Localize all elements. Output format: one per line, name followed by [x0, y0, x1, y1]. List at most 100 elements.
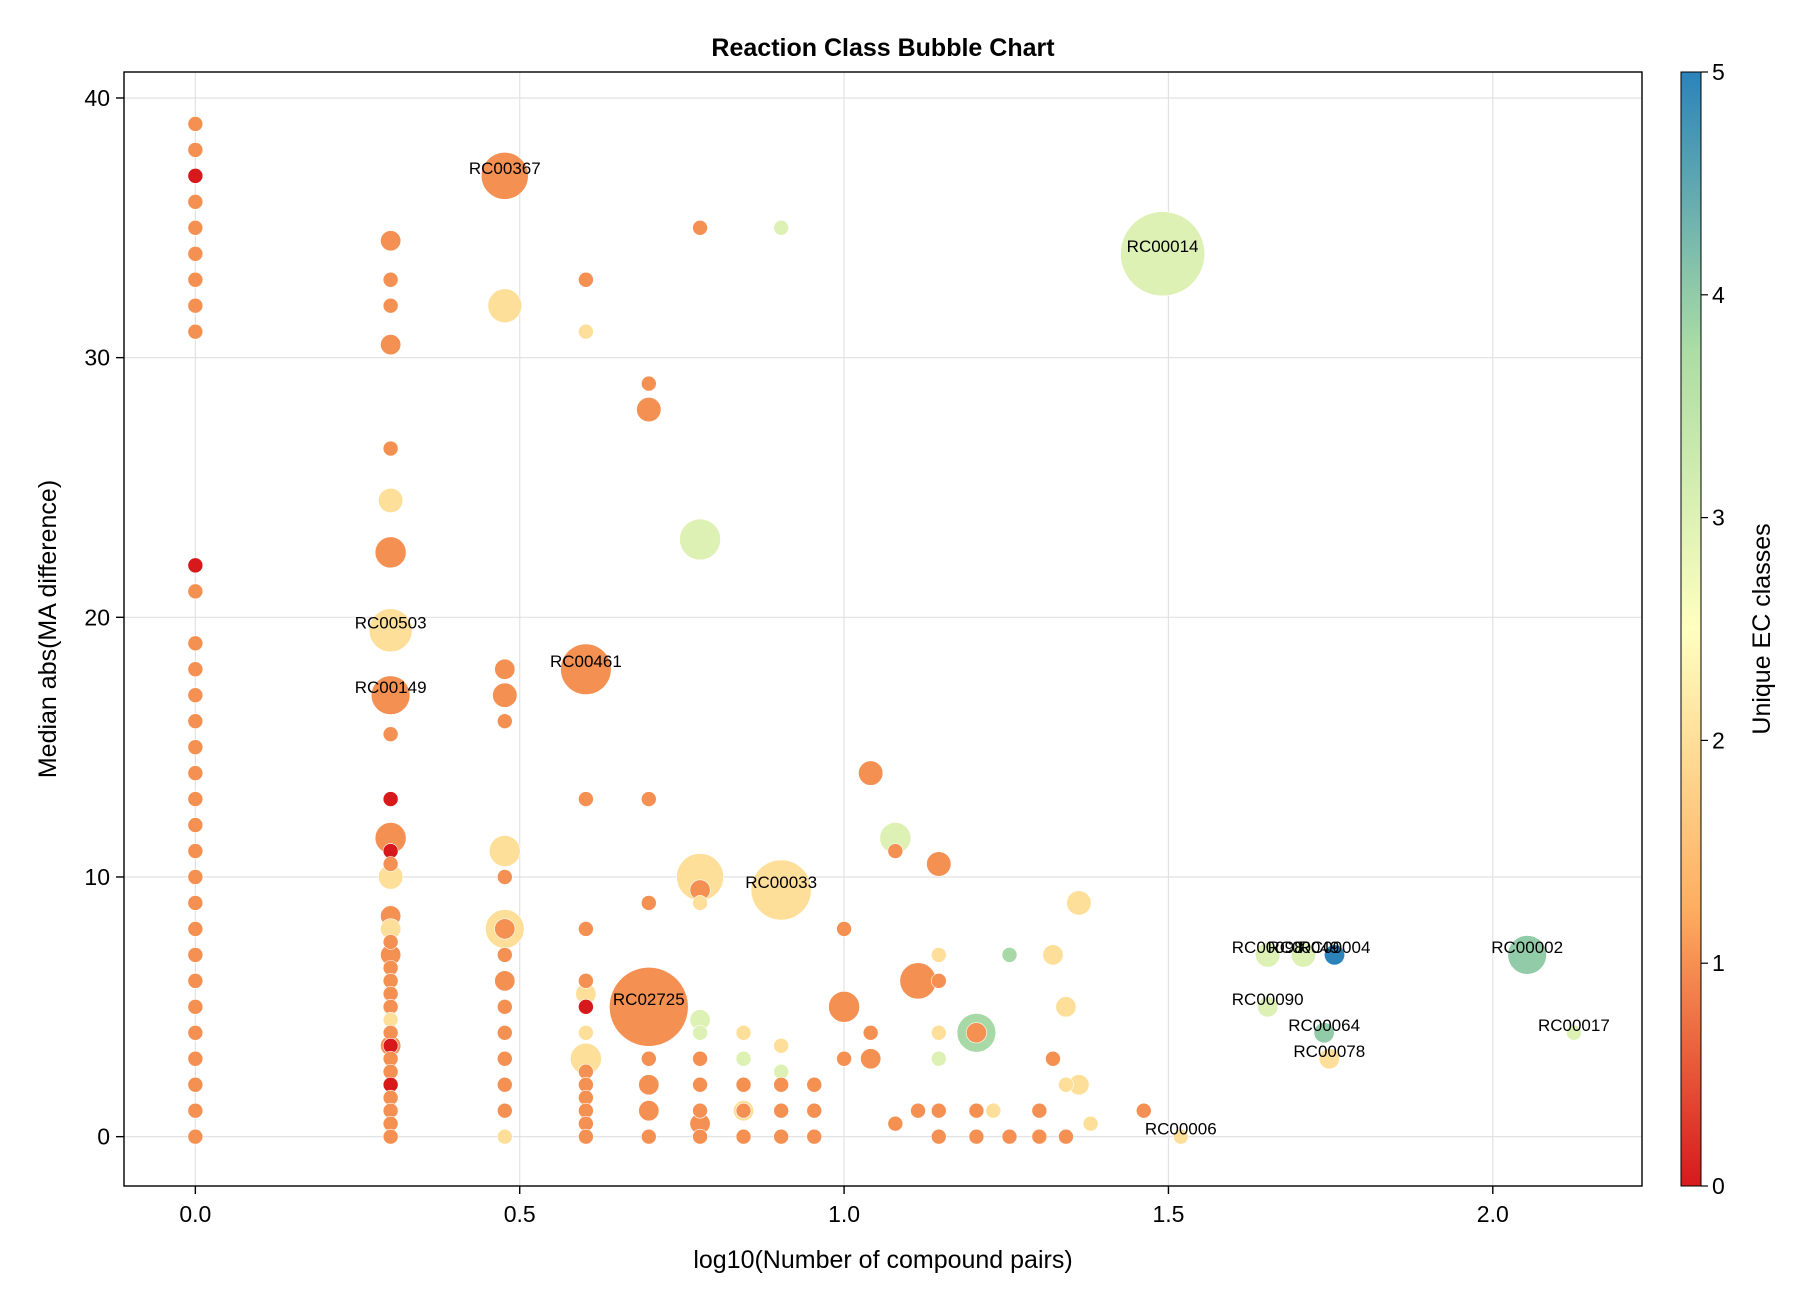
bubble [692, 1076, 708, 1093]
bubble [187, 791, 204, 807]
bubble [1318, 1048, 1340, 1070]
bubble [382, 856, 399, 872]
bubble [1255, 942, 1281, 968]
y-tick-label: 40 [84, 85, 110, 111]
y-tick-label: 30 [84, 345, 110, 371]
bubble [692, 1050, 708, 1067]
bubble [735, 1128, 752, 1145]
bubble [382, 440, 399, 457]
bubble [187, 168, 204, 184]
bubble [187, 947, 204, 963]
bubble [1507, 935, 1547, 975]
bubble [187, 583, 204, 600]
bubble [187, 116, 204, 132]
bubble [735, 1050, 752, 1067]
bubble [374, 536, 407, 569]
bubble [910, 1102, 926, 1119]
bubble [187, 869, 204, 885]
bubble [968, 1102, 985, 1119]
bubble [968, 1128, 985, 1145]
bubble [735, 1024, 752, 1041]
bubble [488, 835, 521, 867]
bubble [965, 1022, 987, 1044]
bubble [1055, 996, 1077, 1018]
colorbar-ticks: 0 1 2 3 4 5 [1701, 59, 1725, 1199]
bubble-label: RC02725 [613, 990, 685, 1009]
bubble [828, 990, 860, 1023]
bubble [496, 1024, 513, 1041]
bubble-label: RC00049 [1267, 938, 1339, 957]
bubble [806, 1128, 823, 1145]
bubble [578, 921, 594, 937]
bubble [382, 271, 399, 288]
bubble [641, 895, 657, 911]
bubble [380, 334, 402, 356]
bubble [187, 635, 204, 652]
bubble [1566, 1024, 1582, 1041]
bubble [985, 1102, 1002, 1119]
bubble [899, 962, 937, 1000]
bubble [560, 643, 612, 695]
bubble [496, 869, 513, 885]
bubble [636, 397, 662, 423]
bubble [187, 1024, 204, 1041]
bubble [1135, 1102, 1152, 1119]
bubble [1058, 1128, 1074, 1145]
bubble [480, 152, 529, 200]
y-ticks: 0 10 20 30 40 [84, 85, 124, 1150]
bubble-label: RC00090 [1232, 990, 1304, 1009]
x-tick-label: 0.5 [504, 1201, 536, 1227]
colorbar-tick-label: 2 [1712, 727, 1725, 753]
bubble [187, 142, 204, 158]
bubble [382, 934, 399, 950]
bubble [578, 1128, 594, 1145]
bubble [368, 608, 413, 653]
bubble [1120, 211, 1206, 297]
bubble [1324, 944, 1346, 966]
bubble [496, 1050, 513, 1067]
bubble-label: RC00006 [1145, 1120, 1217, 1139]
bubble [370, 675, 411, 715]
x-tick-label: 1.5 [1152, 1201, 1184, 1227]
bubble-label: RC00098 [1232, 938, 1304, 957]
x-axis-label: log10(Number of compound pairs) [693, 1246, 1072, 1274]
bubble [692, 1024, 708, 1041]
bubble [492, 682, 518, 708]
bubble [187, 739, 204, 755]
bubble [836, 1050, 852, 1067]
bubble [806, 1076, 823, 1093]
bubble [735, 1076, 752, 1093]
bubble [1045, 1050, 1061, 1067]
bubble-label: RC00149 [355, 678, 427, 697]
bubble [930, 1024, 947, 1041]
bubble-label: RC00078 [1293, 1042, 1365, 1061]
bubble [187, 713, 204, 729]
bubble [806, 1102, 823, 1119]
x-tick-label: 2.0 [1477, 1201, 1509, 1227]
y-tick-label: 20 [84, 604, 110, 630]
bubble [641, 791, 657, 807]
bubble [887, 843, 904, 859]
bubble [887, 1115, 904, 1132]
bubble [836, 921, 852, 937]
bubble [1042, 944, 1064, 966]
bubble [578, 1024, 594, 1041]
colorbar-tick-label: 0 [1712, 1173, 1725, 1199]
bubble [930, 973, 947, 989]
bubble [187, 973, 204, 989]
bubble [773, 1128, 789, 1145]
y-tick-label: 0 [97, 1124, 110, 1150]
bubble [382, 791, 399, 807]
bubble [692, 1128, 708, 1145]
colorbar-tick-label: 5 [1712, 59, 1725, 85]
bubble [494, 970, 516, 992]
bubble [380, 230, 402, 252]
bubble [641, 1128, 657, 1145]
grid-lines [124, 72, 1642, 1186]
bubble [1313, 1022, 1335, 1044]
bubble [496, 999, 513, 1015]
bubble [578, 999, 594, 1015]
bubble [187, 1076, 204, 1093]
colorbar-tick-label: 1 [1712, 950, 1725, 976]
bubble-label: RC00367 [469, 159, 541, 178]
